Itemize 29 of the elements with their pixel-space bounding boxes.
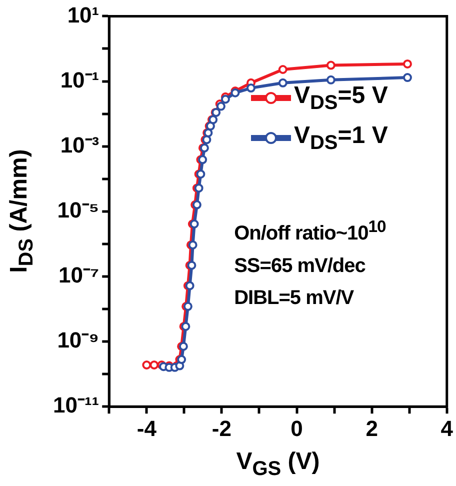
point <box>402 59 412 68</box>
annotation: DIBL=5 mV/V <box>234 286 355 312</box>
x-tick-label: 4 <box>440 416 454 441</box>
point <box>402 73 412 82</box>
point <box>326 75 336 84</box>
y-tick-label: 10⁻⁵ <box>57 197 100 222</box>
legend-label: V$_{DS}$=5 V <box>294 82 388 115</box>
y-tick-label: 10⁻¹ <box>60 67 100 92</box>
x-tick-label: -2 <box>212 416 232 441</box>
y-tick-label: 10⁻⁷ <box>58 262 100 288</box>
annotation: On/off ratio~10$^{10}$ <box>234 216 386 248</box>
point <box>246 84 256 93</box>
y-tick-label: 10⁻³ <box>60 132 100 158</box>
point <box>326 60 336 70</box>
point <box>142 360 152 370</box>
x-tick-label: -4 <box>136 416 158 441</box>
point <box>150 360 159 370</box>
x-tick-label: 0 <box>290 416 303 441</box>
y-tick-label: 10⁻⁹ <box>57 328 100 353</box>
point <box>220 94 230 104</box>
point <box>216 102 226 111</box>
legend-label: V$_{DS}$=1 V <box>294 122 388 155</box>
y-tick-label: 10⁻¹¹ <box>53 392 100 418</box>
point <box>278 78 288 88</box>
y-tick-label: 10¹ <box>67 2 100 28</box>
x-axis-title: V$_{GS}$ (V) <box>235 448 321 481</box>
x-tick-label: 2 <box>366 416 378 441</box>
annotation: SS=65 mV/dec <box>234 254 366 280</box>
point <box>278 65 288 74</box>
